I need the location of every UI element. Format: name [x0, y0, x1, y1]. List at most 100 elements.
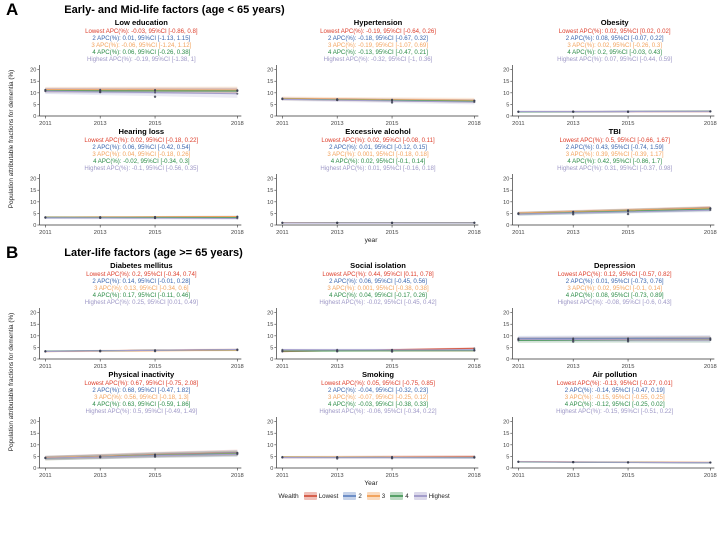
- data-point: [517, 110, 520, 113]
- apc-annotation-highest: Highest APC(%): 0.25, 95%CI [0.01, 0.49]: [84, 299, 198, 306]
- data-point: [281, 456, 284, 459]
- panel-physical-inactivity: Physical inactivity Lowest APC(%): 0.67, …: [16, 370, 253, 479]
- panel-title: Low education: [114, 18, 168, 27]
- legend-entry-lowest: Lowest: [303, 492, 338, 500]
- apc-annotation-4: 4 APC(%): -0.02, 95%CI [-0.34, 0.3]: [93, 158, 190, 165]
- panel-title: Obesity: [600, 18, 629, 27]
- y-tick-label: 0: [270, 466, 273, 472]
- y-axis-label-strip: Population attributable fractions for de…: [2, 261, 16, 488]
- observed-point: [335, 350, 339, 353]
- trend-line-highest: [281, 98, 475, 103]
- apc-annotation-highest: Highest APC(%): -0.06, 95%CI [-0.34, 0.2…: [319, 408, 437, 415]
- legend-key-icon: [366, 492, 380, 500]
- x-tick-label: 2018: [704, 230, 717, 236]
- panel-air-pollution: Air pollution Lowest APC(%): -0.13, 95%CI…: [489, 370, 726, 479]
- panel-diabetes-mellitus: Diabetes mellitus Lowest APC(%): 0.2, 95%…: [16, 261, 253, 370]
- trend-line-highest: [45, 90, 238, 95]
- data-point: [473, 101, 476, 104]
- y-tick-label: 15: [503, 322, 509, 328]
- apc-annotation-4: 4 APC(%): 0.06, 95%CI [-0.26, 0.38]: [92, 49, 191, 56]
- apc-annotation-highest: Highest APC(%): -0.08, 95%CI [-0.6, 0.43…: [557, 299, 672, 306]
- y-tick-label: 0: [33, 114, 36, 120]
- apc-annotations: Lowest APC(%): -0.03, 95%CI [-0.86, 0.8]…: [34, 28, 249, 63]
- y-tick-label: 5: [33, 454, 36, 460]
- x-tick-label: 2015: [622, 230, 635, 236]
- panel-obesity: Obesity Lowest APC(%): 0.02, 95%CI [0.02,…: [489, 18, 726, 127]
- x-tick-label: 2013: [567, 364, 580, 370]
- y-tick-label: 15: [503, 79, 509, 85]
- data-point: [473, 347, 476, 350]
- data-point: [517, 213, 520, 216]
- data-point: [473, 348, 476, 351]
- x-tick-label: 2015: [149, 121, 162, 127]
- x-tick-label: 2013: [94, 364, 107, 370]
- panel-row: Low education Lowest APC(%): -0.03, 95%CI…: [16, 18, 726, 127]
- y-tick-label: 5: [270, 102, 273, 108]
- apc-annotation-4: 4 APC(%): -0.13, 95%CI [-0.47, 0.21]: [328, 49, 428, 56]
- observed-point: [390, 101, 393, 104]
- x-tick-label: 2015: [149, 364, 162, 370]
- observed-point: [572, 213, 575, 216]
- plot-air-pollution: 0 5 10 15 20 2011 2013 2015 2018: [503, 417, 717, 479]
- y-tick-label: 15: [30, 322, 36, 328]
- apc-annotation-highest: Highest APC(%): -0.32, 95%CI [-1, 0.36]: [323, 56, 433, 63]
- data-point: [517, 460, 520, 463]
- plot-physical-inactivity: 0 5 10 15 20 2011 2013 2015 2018: [30, 417, 244, 479]
- apc-annotation-lowest: Lowest APC(%): 0.44, 95%CI [0.11, 0.78]: [322, 271, 434, 278]
- observed-point: [153, 216, 157, 220]
- apc-annotations: Lowest APC(%): 0.44, 95%CI [0.11, 0.78] 2…: [271, 271, 486, 306]
- apc-annotation-4: 4 APC(%): -0.03, 95%CI [-0.38, 0.33]: [328, 401, 428, 408]
- legend-key-icon: [390, 492, 404, 500]
- y-tick-label: 20: [30, 177, 36, 183]
- apc-annotation-2: 2 APC(%): 0.06, 95%CI [-0.45, 0.56]: [329, 278, 427, 285]
- y-tick-label: 10: [30, 200, 36, 206]
- y-tick-label: 5: [33, 345, 36, 351]
- legend-key-line: [366, 495, 380, 497]
- x-tick-label: 2015: [385, 473, 398, 479]
- apc-annotation-3: 3 APC(%): 0.56, 95%CI [-0.18, 1.3]: [94, 394, 189, 401]
- trend-line-highest: [45, 217, 238, 219]
- observed-point: [98, 90, 102, 94]
- y-tick-label: 5: [507, 345, 510, 351]
- trend-line-highest: [45, 453, 238, 459]
- data-point: [627, 338, 630, 341]
- x-tick-label: 2018: [231, 230, 244, 236]
- plot-depression: 0 5 10 15 20 2011 2013 2015 2018: [503, 308, 717, 370]
- apc-annotation-4: 4 APC(%): -0.12, 95%CI [-0.25, 0.02]: [564, 401, 665, 408]
- plot-low-education: 0 5 10 15 20 2011 2013 2015 2018: [30, 65, 244, 127]
- y-tick-label: 10: [503, 443, 509, 449]
- observed-point: [98, 216, 102, 220]
- observed-point: [98, 350, 102, 353]
- panel-title: Hearing loss: [118, 127, 165, 136]
- y-tick-label: 5: [270, 345, 273, 351]
- y-tick-label: 20: [503, 311, 509, 317]
- data-point: [281, 348, 284, 351]
- section-a-tag: A: [6, 0, 19, 19]
- observed-point: [98, 456, 102, 459]
- observed-point: [627, 212, 630, 216]
- apc-annotation-4: 4 APC(%): 0.42, 95%CI [-0.86, 1.7]: [567, 158, 662, 165]
- legend-key-line: [413, 495, 427, 497]
- y-tick-label: 0: [507, 114, 510, 120]
- x-tick-label: 2011: [39, 121, 51, 127]
- x-tick-label: 2011: [276, 230, 288, 236]
- x-tick-label: 2018: [704, 473, 717, 479]
- x-axis-label: year: [364, 237, 378, 244]
- x-tick-label: 2011: [39, 364, 51, 370]
- observed-point: [627, 340, 630, 343]
- apc-annotations: Lowest APC(%): 0.02, 95%CI [0.02, 0.02] 2…: [507, 28, 722, 63]
- apc-annotations: Lowest APC(%): 0.02, 95%CI [-0.18, 0.22]…: [34, 137, 249, 172]
- panel-smoking: Smoking Lowest APC(%): 0.05, 95%CI [-0.75…: [253, 370, 490, 479]
- y-tick-label: 15: [30, 431, 36, 437]
- y-tick-label: 20: [503, 420, 509, 426]
- y-tick-label: 10: [30, 91, 36, 97]
- x-tick-label: 2013: [330, 230, 343, 236]
- y-tick-label: 0: [270, 223, 273, 229]
- y-axis-label: Population attributable fractions for de…: [8, 69, 15, 208]
- legend-label: 4: [405, 492, 409, 500]
- panel-tbi: TBI Lowest APC(%): 0.5, 95%CI [-0.66, 1.6…: [489, 127, 726, 236]
- x-tick-label: 2018: [468, 121, 481, 127]
- y-tick-label: 15: [267, 79, 273, 85]
- panel-low-education: Low education Lowest APC(%): -0.03, 95%CI…: [16, 18, 253, 127]
- apc-annotations: Lowest APC(%): 0.12, 95%CI [-0.57, 0.82]…: [507, 271, 722, 306]
